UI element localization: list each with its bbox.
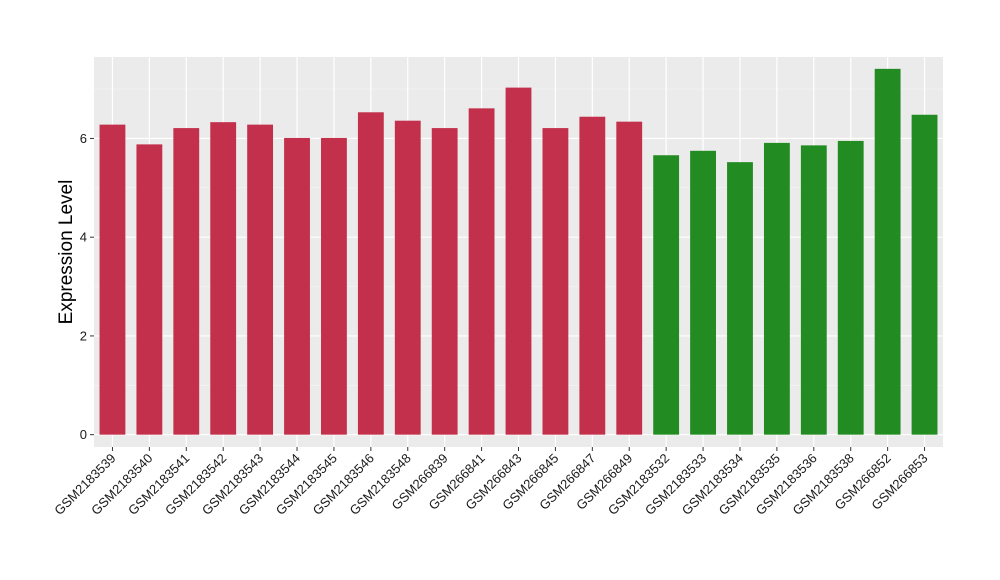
y-axis-title: Expression Level — [56, 180, 77, 325]
bar-GSM2183540 — [136, 144, 163, 435]
x-axis: GSM2183539GSM2183540GSM2183541GSM2183542… — [51, 447, 931, 518]
bar-GSM2183536 — [800, 145, 827, 435]
bar-GSM266852 — [874, 68, 901, 435]
bar-GSM266853 — [911, 114, 938, 435]
bar-GSM2183535 — [763, 142, 790, 435]
y-tick-label: 0 — [80, 427, 87, 442]
y-tick-label: 6 — [80, 131, 87, 146]
bar-GSM266849 — [616, 121, 643, 435]
bar-GSM266845 — [542, 128, 569, 435]
bar-GSM2183546 — [357, 112, 384, 435]
y-tick-label: 2 — [80, 328, 87, 343]
bar-GSM2183545 — [321, 137, 347, 435]
bar-GSM2183541 — [173, 128, 200, 435]
bar-GSM2183534 — [727, 162, 753, 435]
bar-GSM266847 — [579, 116, 606, 435]
bar-GSM2183543 — [247, 124, 274, 435]
bar-GSM2183532 — [653, 155, 680, 435]
bar-GSM266839 — [431, 128, 458, 435]
bar-GSM2183533 — [690, 150, 716, 435]
bars-group — [99, 68, 938, 435]
bar-GSM2183544 — [284, 137, 310, 435]
bar-GSM2183539 — [99, 124, 126, 435]
bar-GSM2183542 — [210, 122, 237, 435]
bar-GSM266843 — [505, 87, 532, 435]
bar-GSM266841 — [468, 108, 495, 435]
bar-GSM2183538 — [837, 140, 864, 435]
y-tick-label: 4 — [80, 230, 87, 245]
y-axis: 0 2 4 6 — [80, 131, 94, 442]
bar-GSM2183548 — [394, 120, 421, 435]
